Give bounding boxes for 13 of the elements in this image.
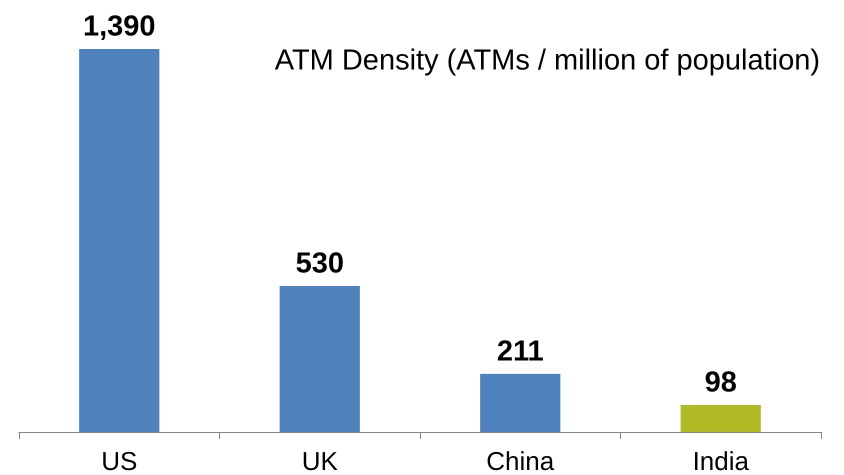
data-label: 211 — [496, 335, 544, 368]
x-tick-label: India — [692, 446, 750, 475]
data-label: 1,390 — [82, 10, 156, 42]
bar — [480, 374, 560, 432]
bar — [79, 49, 160, 432]
x-tick-label: UK — [302, 446, 338, 475]
data-label: 98 — [704, 366, 737, 398]
data-label: 530 — [296, 247, 344, 280]
chart-title: ATM Density (ATMs / million of population) — [274, 44, 820, 76]
bar — [680, 404, 761, 432]
x-tick-label: US — [101, 446, 138, 475]
bar — [280, 286, 360, 432]
x-tick-label: China — [486, 446, 555, 475]
